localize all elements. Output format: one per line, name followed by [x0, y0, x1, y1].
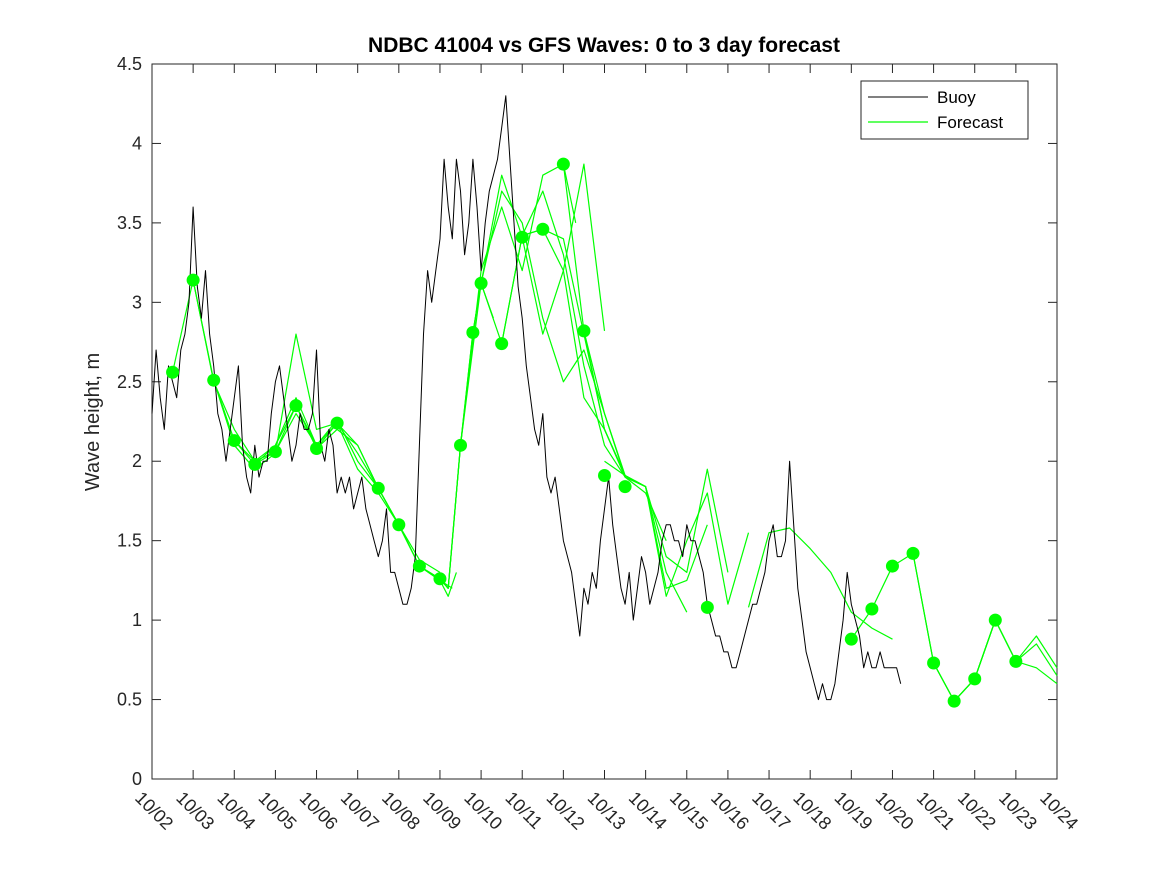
- y-axis-label: Wave height, m: [82, 353, 104, 491]
- forecast-analysis-point: [268, 445, 282, 459]
- forecast-line-17: [583, 330, 729, 574]
- y-tick-label: 2: [132, 451, 142, 471]
- plot-area: 00.511.522.533.544.510/0210/0310/0410/05…: [117, 54, 1082, 834]
- forecast-analysis-point: [207, 373, 221, 387]
- forecast-line-13: [501, 190, 646, 488]
- forecast-analysis-point: [618, 480, 632, 494]
- forecast-line-12: [480, 190, 626, 476]
- forecast-analysis-point: [577, 324, 591, 338]
- forecast-analysis-point: [844, 632, 858, 646]
- y-tick-label: 4: [132, 133, 142, 153]
- forecast-analysis-point: [865, 602, 879, 616]
- y-tick-label: 1.5: [117, 531, 142, 551]
- forecast-analysis-point: [906, 546, 920, 560]
- forecast-analysis-point: [947, 694, 961, 708]
- forecast-analysis-point: [700, 600, 714, 614]
- forecast-line-18: [604, 460, 750, 605]
- forecast-analysis-point: [371, 481, 385, 495]
- y-tick-label: 1: [132, 610, 142, 630]
- legend: Buoy Forecast: [860, 80, 1029, 140]
- forecast-analysis-point: [968, 672, 982, 686]
- legend-box: [860, 80, 1029, 140]
- y-tick-label: 0: [132, 769, 142, 789]
- y-tick-label: 3: [132, 292, 142, 312]
- forecast-analysis-point: [433, 572, 447, 586]
- buoy-line: [151, 95, 902, 701]
- forecast-analysis-point: [330, 416, 344, 430]
- forecast-analysis-point: [412, 559, 426, 573]
- forecast-line-5: [295, 405, 441, 573]
- y-tick-label: 2.5: [117, 372, 142, 392]
- forecast-analysis-point: [495, 337, 509, 351]
- y-tick-label: 4.5: [117, 54, 142, 74]
- axes-box: [151, 63, 1058, 780]
- forecast-analysis-point: [289, 399, 303, 413]
- forecast-analysis-point: [474, 276, 488, 290]
- forecast-analysis-point: [515, 230, 529, 244]
- forecast-analysis-point: [885, 559, 899, 573]
- y-tick-label: 0.5: [117, 690, 142, 710]
- forecast-analysis-point: [466, 326, 480, 340]
- y-tick-label: 3.5: [117, 213, 142, 233]
- forecast-analysis-point: [248, 457, 262, 471]
- forecast-line-14: [522, 228, 667, 541]
- forecast-analysis-point: [186, 273, 200, 287]
- forecast-analysis-point: [166, 365, 180, 379]
- forecast-analysis-point: [598, 469, 611, 483]
- forecast-analysis-point: [556, 157, 570, 171]
- forecast-analysis-point: [454, 438, 468, 452]
- forecast-analysis-point: [310, 442, 324, 456]
- chart-title: NDBC 41004 vs GFS Waves: 0 to 3 day fore…: [368, 34, 840, 57]
- forecast-analysis-point: [227, 434, 241, 448]
- forecast-analysis-point: [1009, 654, 1023, 668]
- forecast-line-19: [747, 527, 893, 640]
- forecast-analysis-point: [392, 518, 406, 532]
- forecast-line-10: [439, 163, 577, 589]
- forecast-analysis-point: [927, 656, 941, 670]
- forecast-analysis-point: [536, 222, 550, 236]
- forecast-analysis-point: [988, 613, 1002, 627]
- legend-entry-forecast: Forecast: [937, 113, 1003, 132]
- legend-entry-buoy: Buoy: [937, 88, 976, 107]
